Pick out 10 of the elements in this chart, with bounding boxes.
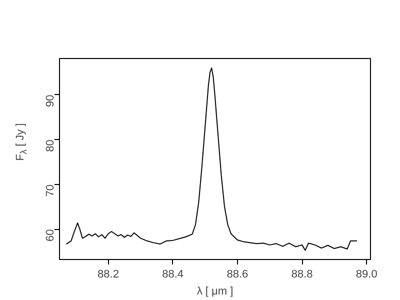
x-tick-label: 88.2 — [98, 268, 119, 280]
x-tick-label: 88.6 — [226, 268, 248, 280]
x-tick-label: 89.0 — [356, 268, 378, 280]
x-tick-label: 88.8 — [291, 268, 313, 280]
y-tick-label: 90 — [44, 94, 56, 108]
y-tick-label: 60 — [44, 229, 56, 242]
x-axis-title: λ [ μm ] — [196, 286, 234, 298]
y-tick-label: 70 — [44, 184, 56, 197]
x-tick-label: 88.4 — [162, 268, 184, 280]
y-tick-label: 80 — [44, 140, 56, 152]
